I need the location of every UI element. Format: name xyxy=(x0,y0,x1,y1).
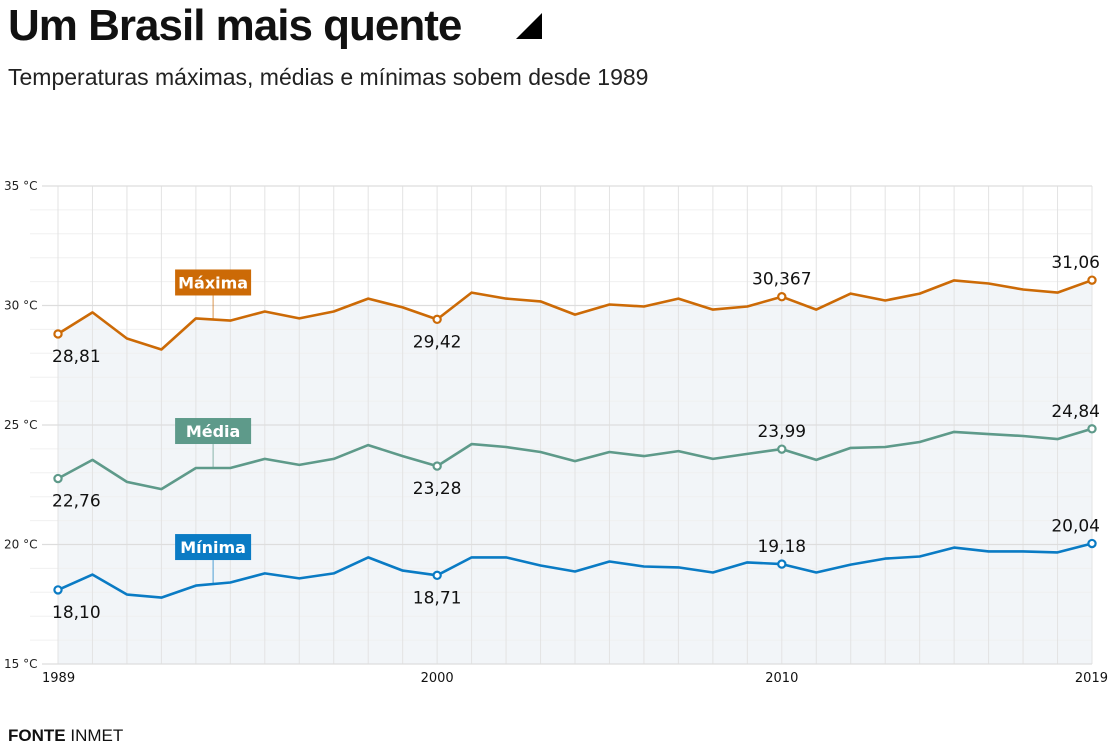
data-point-marker xyxy=(53,329,63,339)
y-tick-label: 15 °C xyxy=(4,657,37,671)
x-tick-label: 1989 xyxy=(42,671,75,686)
data-point-marker xyxy=(53,473,63,484)
series-line-minima xyxy=(57,542,1093,599)
triangle-corner-icon xyxy=(516,13,542,39)
data-point-marker xyxy=(1087,538,1097,549)
data-point-marker xyxy=(1087,275,1097,285)
x-tick-label: 2019 xyxy=(1075,671,1108,686)
data-label: 29,42 xyxy=(413,332,462,352)
y-tick-label: 30 °C xyxy=(4,299,37,313)
data-label: 19,18 xyxy=(757,537,806,557)
source-label: FONTE xyxy=(8,726,66,745)
series-line-media xyxy=(57,427,1093,491)
data-label: 20,04 xyxy=(1051,517,1100,537)
series-label-box xyxy=(175,418,252,445)
data-point-marker xyxy=(777,444,787,454)
data-label: 30,367 xyxy=(752,270,811,290)
source-value: INMET xyxy=(70,726,124,745)
data-point-marker xyxy=(432,314,442,325)
data-point-marker xyxy=(777,292,787,302)
data-point-marker xyxy=(777,559,787,569)
data-label: 18,71 xyxy=(413,588,462,608)
y-tick-label: 20 °C xyxy=(4,538,37,552)
chart-title: Um Brasil mais quente xyxy=(8,1,462,50)
series-line-maxima xyxy=(57,278,1093,351)
data-label: 23,99 xyxy=(757,422,806,442)
data-label: 31,06 xyxy=(1051,253,1100,273)
x-tick-label: 2000 xyxy=(421,671,454,686)
series-label-box xyxy=(175,269,252,296)
x-tick-label: 2010 xyxy=(765,671,798,686)
data-point-marker xyxy=(432,461,442,471)
data-point-marker xyxy=(1087,424,1097,434)
data-point-marker xyxy=(432,570,442,581)
source-note: FONTE INMET xyxy=(8,726,123,746)
series-label-media: Média xyxy=(186,422,241,441)
chart-subtitle: Temperaturas máximas, médias e mínimas s… xyxy=(8,64,649,90)
data-label: 28,81 xyxy=(52,347,101,367)
y-tick-label: 35 °C xyxy=(4,179,37,193)
series-label-maxima: Máxima xyxy=(178,273,248,292)
series-label-minima: Mínima xyxy=(180,538,246,557)
series-label-box xyxy=(175,534,252,561)
data-label: 18,10 xyxy=(52,603,101,623)
data-label: 22,76 xyxy=(52,492,101,512)
data-label: 24,84 xyxy=(1051,402,1100,422)
y-tick-label: 25 °C xyxy=(4,418,37,432)
data-point-marker xyxy=(53,585,63,595)
data-label: 23,28 xyxy=(413,479,462,499)
